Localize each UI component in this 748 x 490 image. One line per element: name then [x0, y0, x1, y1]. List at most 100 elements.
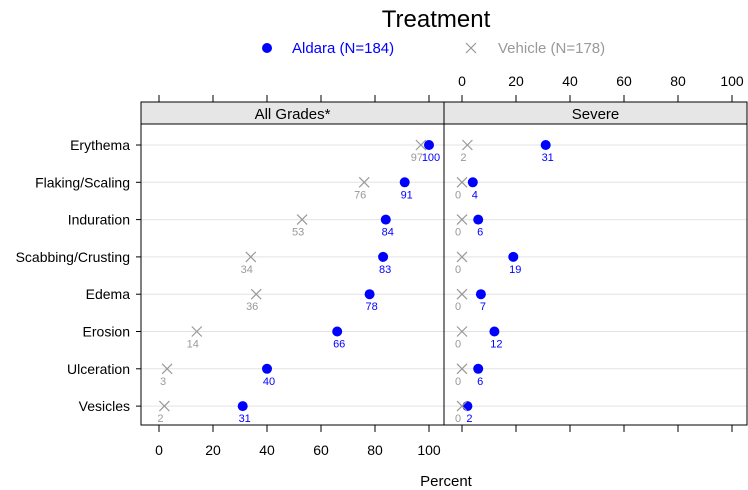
vehicle-point-edema	[250, 288, 262, 300]
x-tick-label: 40	[259, 442, 275, 458]
y-label-induration: Induration	[68, 212, 130, 228]
vehicle-data-label: 97	[411, 152, 423, 164]
aldara-point-scabbing-crusting	[378, 251, 389, 262]
aldara-point-ulceration	[262, 363, 272, 374]
legend: Aldara (N=184) Vehicle (N=178)	[262, 40, 605, 57]
y-label-erosion: Erosion	[83, 324, 130, 340]
legend-label-aldara: Aldara (N=184)	[292, 40, 394, 57]
x-tick-label: 60	[313, 442, 329, 458]
vehicle-point-erythema	[461, 139, 473, 151]
vehicle-data-label: 53	[292, 227, 304, 239]
aldara-data-label: 100	[422, 152, 440, 164]
aldara-data-label: 2	[466, 413, 472, 425]
x-tick-label: 40	[562, 73, 578, 89]
legend-marker-vehicle	[465, 42, 477, 54]
y-label-erythema: Erythema	[70, 137, 130, 153]
aldara-data-label: 19	[509, 264, 521, 276]
aldara-point-erosion	[489, 326, 500, 337]
aldara-data-label: 66	[333, 339, 345, 351]
y-label-vesicles: Vesicles	[79, 398, 130, 414]
vehicle-data-label: 0	[455, 413, 461, 425]
vehicle-data-label: 0	[455, 301, 461, 313]
chart-marks: 100 91 84 83 78 66 40 31 31 4 6 19 7 12 6 2 97 76 53 34 36 14…	[157, 139, 554, 425]
vehicle-data-label: 36	[246, 301, 258, 313]
vehicle-point-induration	[296, 214, 308, 226]
vehicle-point-flaking-scaling	[456, 176, 468, 188]
chart-title: Treatment	[382, 6, 491, 33]
vehicle-point-edema	[456, 288, 468, 300]
bottom-x-axis: 0 20 40 60 80 100	[155, 425, 733, 458]
vehicle-point-ulceration	[456, 363, 468, 375]
x-tick-label: 20	[508, 73, 524, 89]
vehicle-data-label: 0	[455, 264, 461, 276]
x-tick-label: 0	[155, 442, 163, 458]
vehicle-data-label: 0	[455, 376, 461, 388]
vehicle-data-label: 76	[354, 189, 366, 201]
vehicle-point-flaking-scaling	[358, 176, 370, 188]
grid-lines	[141, 144, 747, 407]
y-axis-labels: Erythema Flaking/Scaling Induration Scabbin…	[16, 137, 141, 414]
aldara-point-scabbing-crusting	[508, 251, 519, 262]
panel-frame-all-grades	[140, 123, 445, 426]
panel-frame-severe	[443, 123, 748, 426]
vehicle-point-erosion	[191, 326, 203, 337]
x-tick-label: 100	[417, 442, 441, 458]
strip-all-grades: All Grades*	[140, 101, 445, 125]
vehicle-point-scabbing-crusting	[245, 251, 257, 263]
aldara-data-label: 40	[263, 376, 275, 388]
aldara-data-label: 12	[490, 339, 502, 351]
y-label-edema: Edema	[86, 286, 131, 302]
aldara-point-induration	[473, 214, 484, 225]
x-tick-label: 60	[616, 73, 632, 89]
aldara-point-erythema	[540, 140, 551, 150]
aldara-data-label: 78	[365, 301, 377, 313]
vehicle-data-label: 34	[241, 264, 253, 276]
aldara-data-label: 31	[239, 413, 251, 425]
vehicle-data-label: 0	[455, 339, 461, 351]
aldara-data-label: 31	[542, 152, 554, 164]
x-tick-label: 80	[670, 73, 686, 89]
aldara-data-label: 83	[379, 264, 391, 276]
strip-severe: Severe	[443, 101, 748, 125]
vehicle-point-induration	[456, 214, 468, 226]
vehicle-data-label: 0	[455, 189, 461, 201]
strip-label-all-grades: All Grades*	[255, 106, 331, 123]
x-axis-label: Percent	[420, 473, 473, 490]
aldara-data-label: 6	[477, 227, 483, 239]
aldara-data-label: 84	[382, 227, 394, 239]
aldara-data-label: 91	[401, 189, 413, 201]
x-tick-label: 80	[367, 442, 383, 458]
vehicle-data-label: 2	[460, 152, 466, 164]
y-label-ulceration: Ulceration	[67, 361, 130, 377]
y-label-flaking-scaling: Flaking/Scaling	[35, 174, 130, 190]
vehicle-data-label: 2	[157, 413, 163, 425]
legend-label-vehicle: Vehicle (N=178)	[498, 40, 605, 57]
legend-marker-aldara	[262, 43, 272, 53]
aldara-point-flaking-scaling	[399, 177, 410, 188]
vehicle-point-erosion	[456, 326, 468, 337]
strip-label-severe: Severe	[572, 106, 620, 123]
vehicle-point-erythema	[415, 139, 427, 151]
x-tick-label: 0	[458, 73, 466, 89]
aldara-point-flaking-scaling	[467, 177, 478, 188]
top-x-axis: 0 20 40 60 80 100	[158, 73, 744, 102]
vehicle-data-label: 3	[160, 376, 166, 388]
aldara-point-vesicles	[462, 401, 473, 412]
vehicle-point-vesicles	[158, 400, 170, 412]
aldara-point-erosion	[332, 326, 343, 337]
aldara-point-erythema	[424, 140, 434, 150]
x-tick-label: 100	[720, 73, 744, 89]
vehicle-point-ulceration	[161, 363, 173, 375]
vehicle-point-scabbing-crusting	[456, 251, 468, 263]
vehicle-data-label: 14	[187, 339, 199, 351]
aldara-data-label: 6	[477, 376, 483, 388]
aldara-point-edema	[364, 289, 375, 300]
aldara-point-induration	[380, 214, 391, 225]
aldara-point-ulceration	[473, 363, 484, 374]
aldara-point-edema	[475, 289, 486, 300]
aldara-data-label: 7	[480, 301, 486, 313]
vehicle-point-vesicles	[456, 400, 468, 412]
aldara-point-vesicles	[237, 401, 248, 412]
vehicle-data-label: 0	[455, 227, 461, 239]
